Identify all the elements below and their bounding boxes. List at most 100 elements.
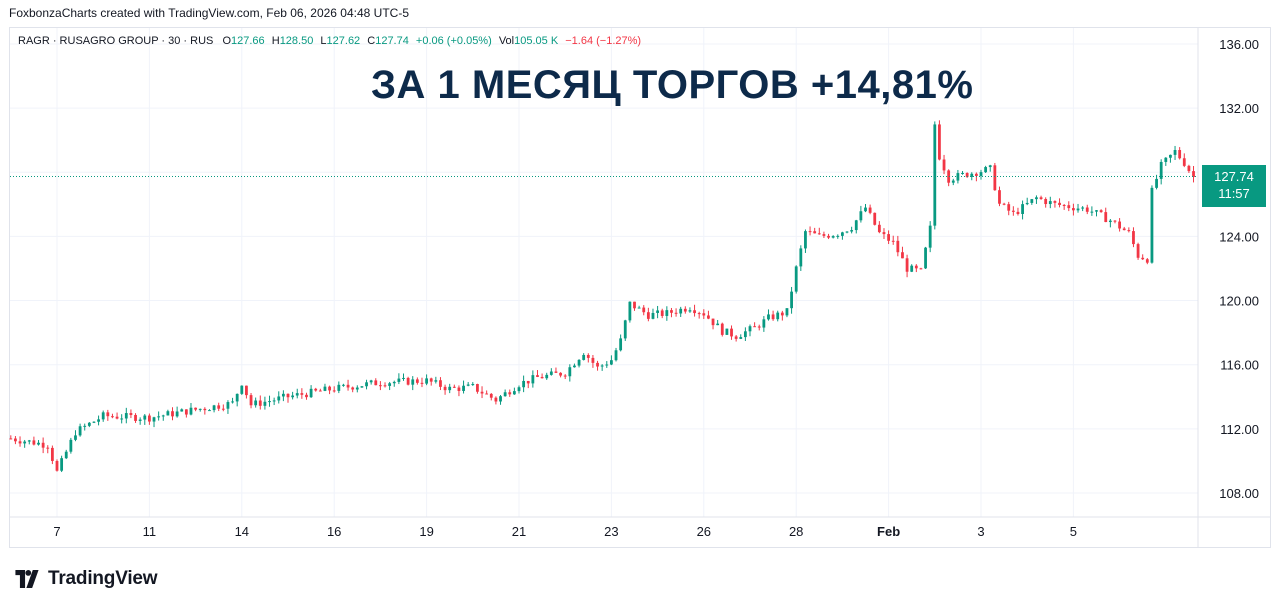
candle-body [9, 438, 13, 440]
candle-body [891, 240, 895, 242]
time-tick-label: 23 [604, 524, 618, 539]
candle-body [947, 170, 951, 183]
candle-body [619, 338, 623, 351]
candle-body [998, 190, 1001, 204]
candle-body [23, 441, 27, 444]
legend-vol: 105.05 K [514, 35, 559, 47]
candle-body [1090, 211, 1094, 213]
candle-body [235, 393, 239, 402]
candle-body [757, 326, 761, 328]
candle-body [74, 435, 77, 440]
candle-body [771, 314, 775, 320]
candle-body [1002, 203, 1006, 205]
tradingview-logo[interactable]: TradingView [12, 568, 158, 590]
candle-body [1141, 257, 1145, 260]
candle-body [87, 422, 91, 426]
candle-body [739, 337, 743, 339]
candle-body [217, 405, 221, 409]
candle-body [882, 232, 886, 235]
candle-body [1035, 197, 1038, 200]
candle-body [231, 401, 234, 403]
candle-body [1182, 158, 1186, 166]
candle-body [115, 416, 119, 419]
legend-close: 127.74 [375, 35, 409, 47]
candle-body [46, 447, 50, 449]
candle-body [716, 323, 720, 326]
candle-body [434, 380, 438, 382]
candle-body [198, 408, 202, 410]
candle-body [933, 124, 937, 226]
candle-body [32, 440, 36, 445]
candle-body [106, 412, 110, 417]
candle-body [1044, 198, 1048, 205]
candle-body [1025, 202, 1029, 205]
candle-body [1132, 231, 1135, 245]
candle-body [374, 380, 378, 386]
candle-body [1076, 208, 1080, 211]
candle-body [83, 425, 87, 427]
candle-body [281, 393, 285, 397]
candle-body [790, 291, 793, 309]
legend-symbol[interactable]: RAGR · RUSAGRO GROUP · 30 · RUS [18, 35, 214, 47]
candle-body [665, 310, 669, 316]
candle-body [1169, 154, 1172, 158]
candle-body [1011, 210, 1015, 212]
candle-body [175, 411, 179, 417]
candle-body [919, 268, 923, 270]
candle-body [277, 396, 281, 401]
candle-body [794, 266, 798, 292]
candle-body [660, 310, 664, 316]
candle-body [157, 416, 161, 418]
time-tick-label: 28 [789, 524, 803, 539]
candle-body [402, 377, 405, 379]
candle-body [240, 385, 244, 394]
candle-body [845, 231, 849, 233]
candle-body [78, 426, 82, 436]
candle-body [18, 441, 22, 444]
candle-body [674, 312, 678, 314]
candle-body [314, 388, 318, 391]
legend-vol-change: −1.64 (−1.27%) [565, 35, 642, 47]
candle-body [143, 415, 147, 420]
candle-body [707, 315, 710, 319]
chart-headline: ЗА 1 МЕСЯЦ ТОРГОВ +14,81% [371, 63, 974, 107]
candle-body [406, 377, 410, 385]
candle-body [720, 323, 724, 335]
candle-body [171, 411, 174, 417]
candle-body [841, 232, 844, 236]
candle-body [1192, 171, 1195, 177]
candle-body [499, 396, 502, 402]
candle-body [503, 392, 507, 397]
candle-body [642, 307, 646, 313]
candle-body [332, 390, 336, 392]
candle-body [1039, 197, 1043, 199]
candle-body [1030, 199, 1034, 203]
candle-body [688, 310, 692, 312]
candle-body [651, 312, 655, 319]
chart-frame [9, 27, 1271, 548]
candle-body [633, 301, 636, 309]
time-tick-label: 11 [143, 524, 157, 539]
candle-body [914, 265, 918, 269]
price-tick-label: 124.00 [1219, 229, 1259, 244]
candle-body [938, 124, 941, 160]
candle-body [1155, 178, 1158, 188]
candle-body [355, 387, 359, 390]
candle-body [526, 380, 530, 384]
candle-body [1048, 201, 1052, 205]
candle-body [342, 384, 345, 386]
candle-body [1159, 161, 1163, 179]
candle-body [901, 252, 904, 259]
legend-low: 127.62 [326, 35, 361, 47]
candle-body [670, 310, 673, 313]
candle-body [813, 231, 817, 234]
candle-body [476, 384, 479, 392]
candle-body [970, 173, 974, 177]
candle-body [92, 421, 96, 423]
candle-body [1058, 202, 1061, 206]
candle-body [734, 336, 738, 339]
candle-body [1085, 207, 1089, 212]
candle-body [369, 380, 373, 383]
price-tick-label: 108.00 [1219, 486, 1259, 501]
